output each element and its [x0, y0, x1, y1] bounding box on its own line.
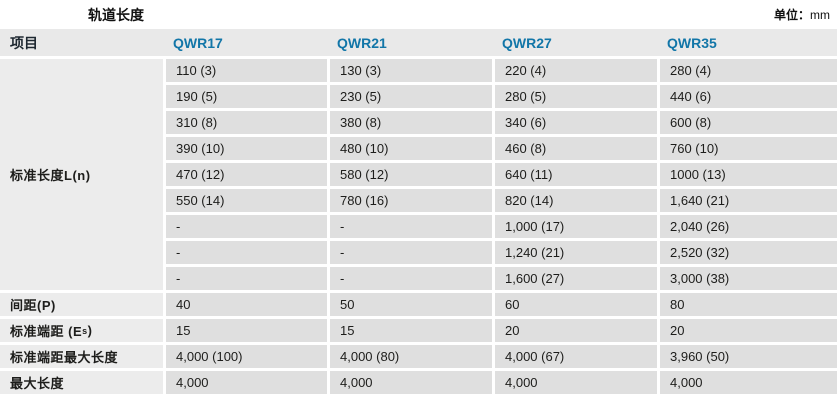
table-header-row: 项目 QWR17 QWR21 QWR27 QWR35	[0, 29, 837, 56]
cell-endmax-qwr35: 3,960 (50)	[660, 345, 837, 368]
cell-std-r5-qwr27: 820 (14)	[495, 189, 657, 212]
cell-std-r3-qwr27: 460 (8)	[495, 137, 657, 160]
table-title: 轨道长度	[88, 6, 144, 23]
cell-std-r2-qwr17: 310 (8)	[166, 111, 327, 134]
cell-enddist-qwr27: 20	[495, 319, 657, 342]
cell-endmax-qwr17: 4,000 (100)	[166, 345, 327, 368]
unit-note: 单位：mm	[774, 6, 830, 23]
cell-std-r1-qwr17: 190 (5)	[166, 85, 327, 108]
row-label-pitch: 间距(P)	[0, 293, 163, 316]
cell-std-r7-qwr35: 2,520 (32)	[660, 241, 837, 264]
cell-enddist-qwr17: 15	[166, 319, 327, 342]
cell-pitch-qwr21: 50	[330, 293, 492, 316]
cell-std-r4-qwr27: 640 (11)	[495, 163, 657, 186]
column-header-qwr17: QWR17	[173, 34, 223, 51]
title-bar: 轨道长度 单位：mm	[0, 0, 837, 29]
column-header-qwr35: QWR35	[667, 34, 717, 51]
cell-maxlen-qwr17: 4,000	[166, 371, 327, 394]
cell-maxlen-qwr35: 4,000	[660, 371, 837, 394]
column-header-qwr21: QWR21	[337, 34, 387, 51]
cell-std-r2-qwr21: 380 (8)	[330, 111, 492, 134]
cell-std-r8-qwr27: 1,600 (27)	[495, 267, 657, 290]
cell-enddist-qwr35: 20	[660, 319, 837, 342]
cell-std-r8-qwr35: 3,000 (38)	[660, 267, 837, 290]
standard-end-distance-text: 标准端距 (E	[10, 324, 83, 339]
column-header-item: 项目	[10, 34, 38, 51]
cell-std-r7-qwr21: -	[330, 241, 492, 264]
row-label-standard-end-distance: 标准端距 (E s)	[0, 319, 163, 342]
cell-std-r6-qwr17: -	[166, 215, 327, 238]
cell-std-r0-qwr21: 130 (3)	[330, 59, 492, 82]
cell-std-r5-qwr35: 1,640 (21)	[660, 189, 837, 212]
cell-pitch-qwr17: 40	[166, 293, 327, 316]
cell-std-r0-qwr17: 110 (3)	[166, 59, 327, 82]
row-label-standard-length: 标准长度L(n)	[0, 59, 163, 290]
cell-std-r3-qwr17: 390 (10)	[166, 137, 327, 160]
cell-pitch-qwr35: 80	[660, 293, 837, 316]
unit-label: 单位：	[773, 8, 810, 22]
unit-value: mm	[810, 8, 830, 22]
cell-std-r8-qwr17: -	[166, 267, 327, 290]
cell-endmax-qwr27: 4,000 (67)	[495, 345, 657, 368]
cell-std-r2-qwr35: 600 (8)	[660, 111, 837, 134]
cell-std-r5-qwr17: 550 (14)	[166, 189, 327, 212]
cell-std-r6-qwr21: -	[330, 215, 492, 238]
table-body: 标准长度L(n) 110 (3) 130 (3) 220 (4) 280 (4)…	[0, 59, 837, 394]
row-label-standard-end-max-length: 标准端距最大长度	[0, 345, 163, 368]
row-label-max-length: 最大长度	[0, 371, 163, 394]
cell-std-r3-qwr35: 760 (10)	[660, 137, 837, 160]
cell-std-r5-qwr21: 780 (16)	[330, 189, 492, 212]
cell-std-r6-qwr27: 1,000 (17)	[495, 215, 657, 238]
cell-std-r7-qwr17: -	[166, 241, 327, 264]
cell-std-r0-qwr35: 280 (4)	[660, 59, 837, 82]
column-header-qwr27: QWR27	[502, 34, 552, 51]
cell-std-r2-qwr27: 340 (6)	[495, 111, 657, 134]
cell-std-r4-qwr21: 580 (12)	[330, 163, 492, 186]
standard-end-distance-close: )	[87, 323, 93, 338]
cell-maxlen-qwr21: 4,000	[330, 371, 492, 394]
cell-std-r6-qwr35: 2,040 (26)	[660, 215, 837, 238]
cell-std-r1-qwr35: 440 (6)	[660, 85, 837, 108]
cell-std-r3-qwr21: 480 (10)	[330, 137, 492, 160]
cell-std-r4-qwr35: 1000 (13)	[660, 163, 837, 186]
cell-std-r1-qwr27: 280 (5)	[495, 85, 657, 108]
cell-std-r0-qwr27: 220 (4)	[495, 59, 657, 82]
cell-std-r1-qwr21: 230 (5)	[330, 85, 492, 108]
cell-maxlen-qwr27: 4,000	[495, 371, 657, 394]
cell-enddist-qwr21: 15	[330, 319, 492, 342]
cell-std-r7-qwr27: 1,240 (21)	[495, 241, 657, 264]
cell-std-r4-qwr17: 470 (12)	[166, 163, 327, 186]
cell-std-r8-qwr21: -	[330, 267, 492, 290]
cell-pitch-qwr27: 60	[495, 293, 657, 316]
cell-endmax-qwr21: 4,000 (80)	[330, 345, 492, 368]
